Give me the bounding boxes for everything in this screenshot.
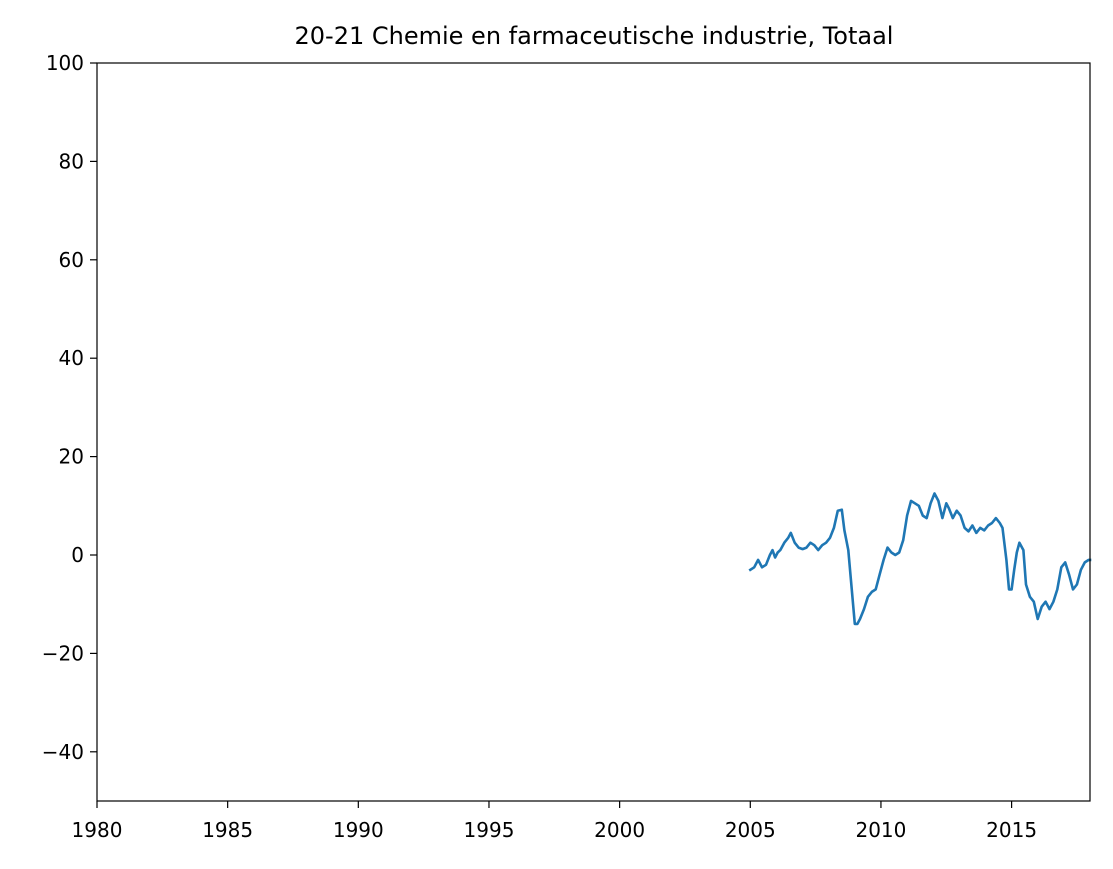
chart-title: 20-21 Chemie en farmaceutische industrie… <box>295 22 894 50</box>
axis-ticks: 1980 1985 1990 1995 2000 2005 2010 2015 −40 −20 0 2… <box>42 51 1037 842</box>
x-tick-label: 1990 <box>333 818 384 842</box>
series-line <box>748 492 1092 626</box>
x-tick-label: 1985 <box>202 818 253 842</box>
y-tick-label: 80 <box>59 149 84 173</box>
series-layer <box>748 492 1092 626</box>
plot-area-frame <box>96 62 1091 802</box>
y-tick-label: 20 <box>59 445 84 469</box>
x-tick-label: 2000 <box>594 818 645 842</box>
x-tick-label: 1995 <box>464 818 515 842</box>
y-tick-label: −20 <box>42 641 84 665</box>
y-tick-label: 100 <box>46 51 84 75</box>
y-tick-label: 60 <box>59 248 84 272</box>
x-tick-label: 2015 <box>986 818 1037 842</box>
x-tick-label: 2005 <box>725 818 776 842</box>
x-tick-label: 2010 <box>855 818 906 842</box>
y-tick-label: −40 <box>42 740 84 764</box>
y-tick-label: 40 <box>59 346 84 370</box>
x-tick-label: 1980 <box>72 818 123 842</box>
y-tick-label: 0 <box>71 543 84 567</box>
